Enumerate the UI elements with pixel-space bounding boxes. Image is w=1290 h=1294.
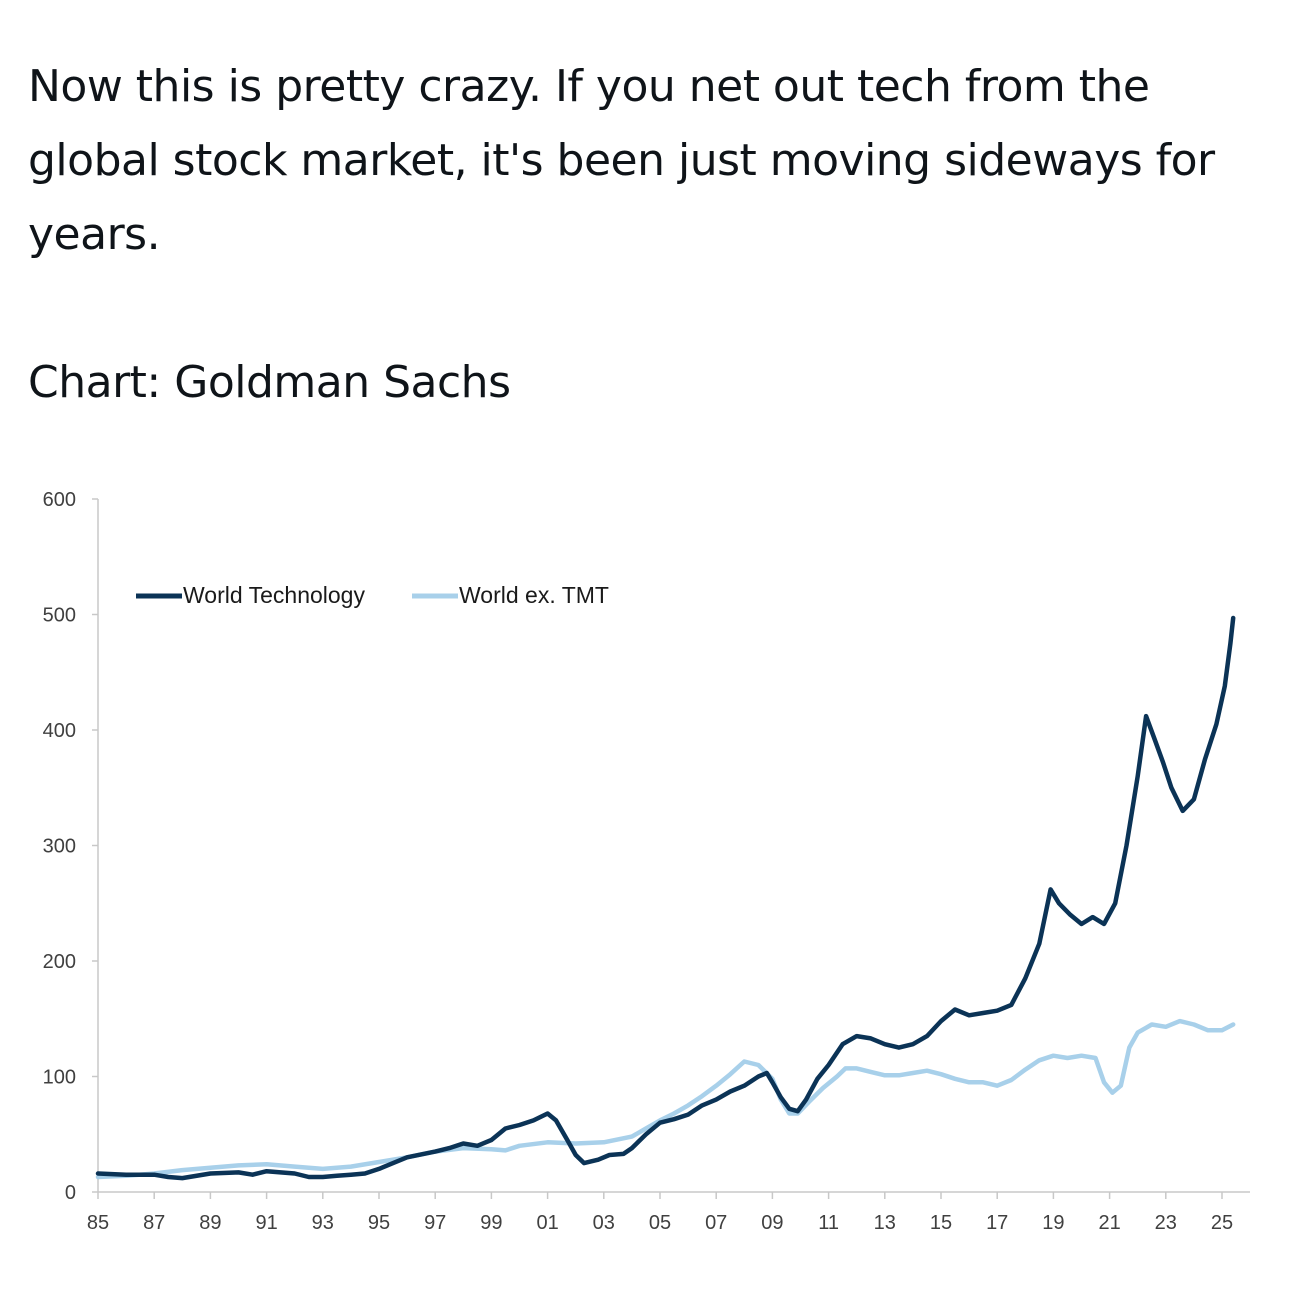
line-chart: 0 100 200 300 400 500 600 85 87 89 91 93 95 97 99 01 03 0… xyxy=(43,489,1250,1234)
x-tick-label: 13 xyxy=(874,1212,896,1234)
legend-world-technology: World Technology xyxy=(136,582,365,608)
x-tick-label: 91 xyxy=(255,1212,277,1234)
y-tick-label: 0 xyxy=(65,1182,76,1204)
x-tick-label: 09 xyxy=(761,1212,783,1234)
y-tick-label: 200 xyxy=(43,951,76,973)
x-tick-label: 15 xyxy=(930,1212,952,1234)
x-tick-label: 87 xyxy=(143,1212,165,1234)
legend-label: World ex. TMT xyxy=(459,582,609,608)
chart-legend: World Technology World ex. TMT xyxy=(136,582,609,608)
x-tick-label: 95 xyxy=(368,1212,390,1234)
chart-series xyxy=(95,615,1236,1181)
x-tick-label: 05 xyxy=(649,1212,671,1234)
legend-label: World Technology xyxy=(183,582,365,608)
y-tick-label: 300 xyxy=(43,836,76,858)
chart-image[interactable]: 0 100 200 300 400 500 600 85 87 89 91 93 95 97 99 01 03 0… xyxy=(0,470,1290,1260)
post-text: Now this is pretty crazy. If you net out… xyxy=(28,50,1258,420)
x-tick-label: 17 xyxy=(986,1212,1008,1234)
x-tick-label: 11 xyxy=(818,1212,839,1234)
x-tick-label: 03 xyxy=(593,1212,615,1234)
legend-world-ex-tmt: World ex. TMT xyxy=(412,582,609,608)
x-tick-label: 93 xyxy=(312,1212,334,1234)
x-tick-label: 01 xyxy=(536,1212,558,1234)
x-tick-label: 85 xyxy=(87,1212,109,1234)
x-tick-label: 99 xyxy=(480,1212,502,1234)
chart-tick-labels: 0 100 200 300 400 500 600 85 87 89 91 93 95 97 99 01 03 0… xyxy=(43,489,1234,1234)
x-tick-label: 25 xyxy=(1211,1212,1233,1234)
x-tick-label: 89 xyxy=(199,1212,221,1234)
post-body: Now this is pretty crazy. If you net out… xyxy=(28,61,1215,260)
series-line-world-ex-tmt xyxy=(95,1018,1236,1180)
y-tick-label: 100 xyxy=(43,1067,76,1089)
x-tick-label: 19 xyxy=(1042,1212,1064,1234)
x-tick-label: 07 xyxy=(705,1212,727,1234)
y-tick-label: 600 xyxy=(43,489,76,511)
y-tick-label: 400 xyxy=(43,720,76,742)
series-line-world-technology xyxy=(95,615,1236,1181)
x-tick-label: 97 xyxy=(424,1212,446,1234)
post-source: Chart: Goldman Sachs xyxy=(28,357,511,408)
x-tick-label: 21 xyxy=(1098,1212,1120,1234)
y-tick-label: 500 xyxy=(43,605,76,627)
chart-axes xyxy=(92,498,1250,1199)
x-tick-label: 23 xyxy=(1155,1212,1177,1234)
